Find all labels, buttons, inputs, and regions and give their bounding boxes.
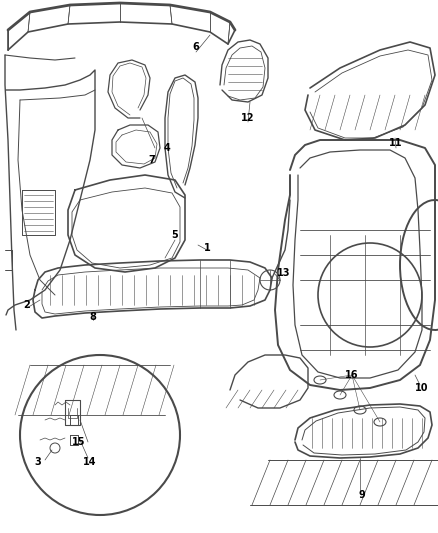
Text: 12: 12 bbox=[241, 113, 255, 123]
Text: 11: 11 bbox=[389, 138, 403, 148]
Text: 15: 15 bbox=[72, 437, 86, 447]
Text: 7: 7 bbox=[148, 155, 155, 165]
Text: 16: 16 bbox=[345, 370, 359, 380]
Text: 3: 3 bbox=[35, 457, 41, 467]
Text: 5: 5 bbox=[172, 230, 178, 240]
Text: 14: 14 bbox=[83, 457, 97, 467]
Text: 8: 8 bbox=[89, 312, 96, 322]
Text: 9: 9 bbox=[359, 490, 365, 500]
Text: 1: 1 bbox=[204, 243, 210, 253]
Text: 13: 13 bbox=[277, 268, 291, 278]
Text: 6: 6 bbox=[193, 42, 199, 52]
Text: 10: 10 bbox=[415, 383, 429, 393]
Text: 4: 4 bbox=[164, 143, 170, 153]
Text: 2: 2 bbox=[24, 300, 30, 310]
